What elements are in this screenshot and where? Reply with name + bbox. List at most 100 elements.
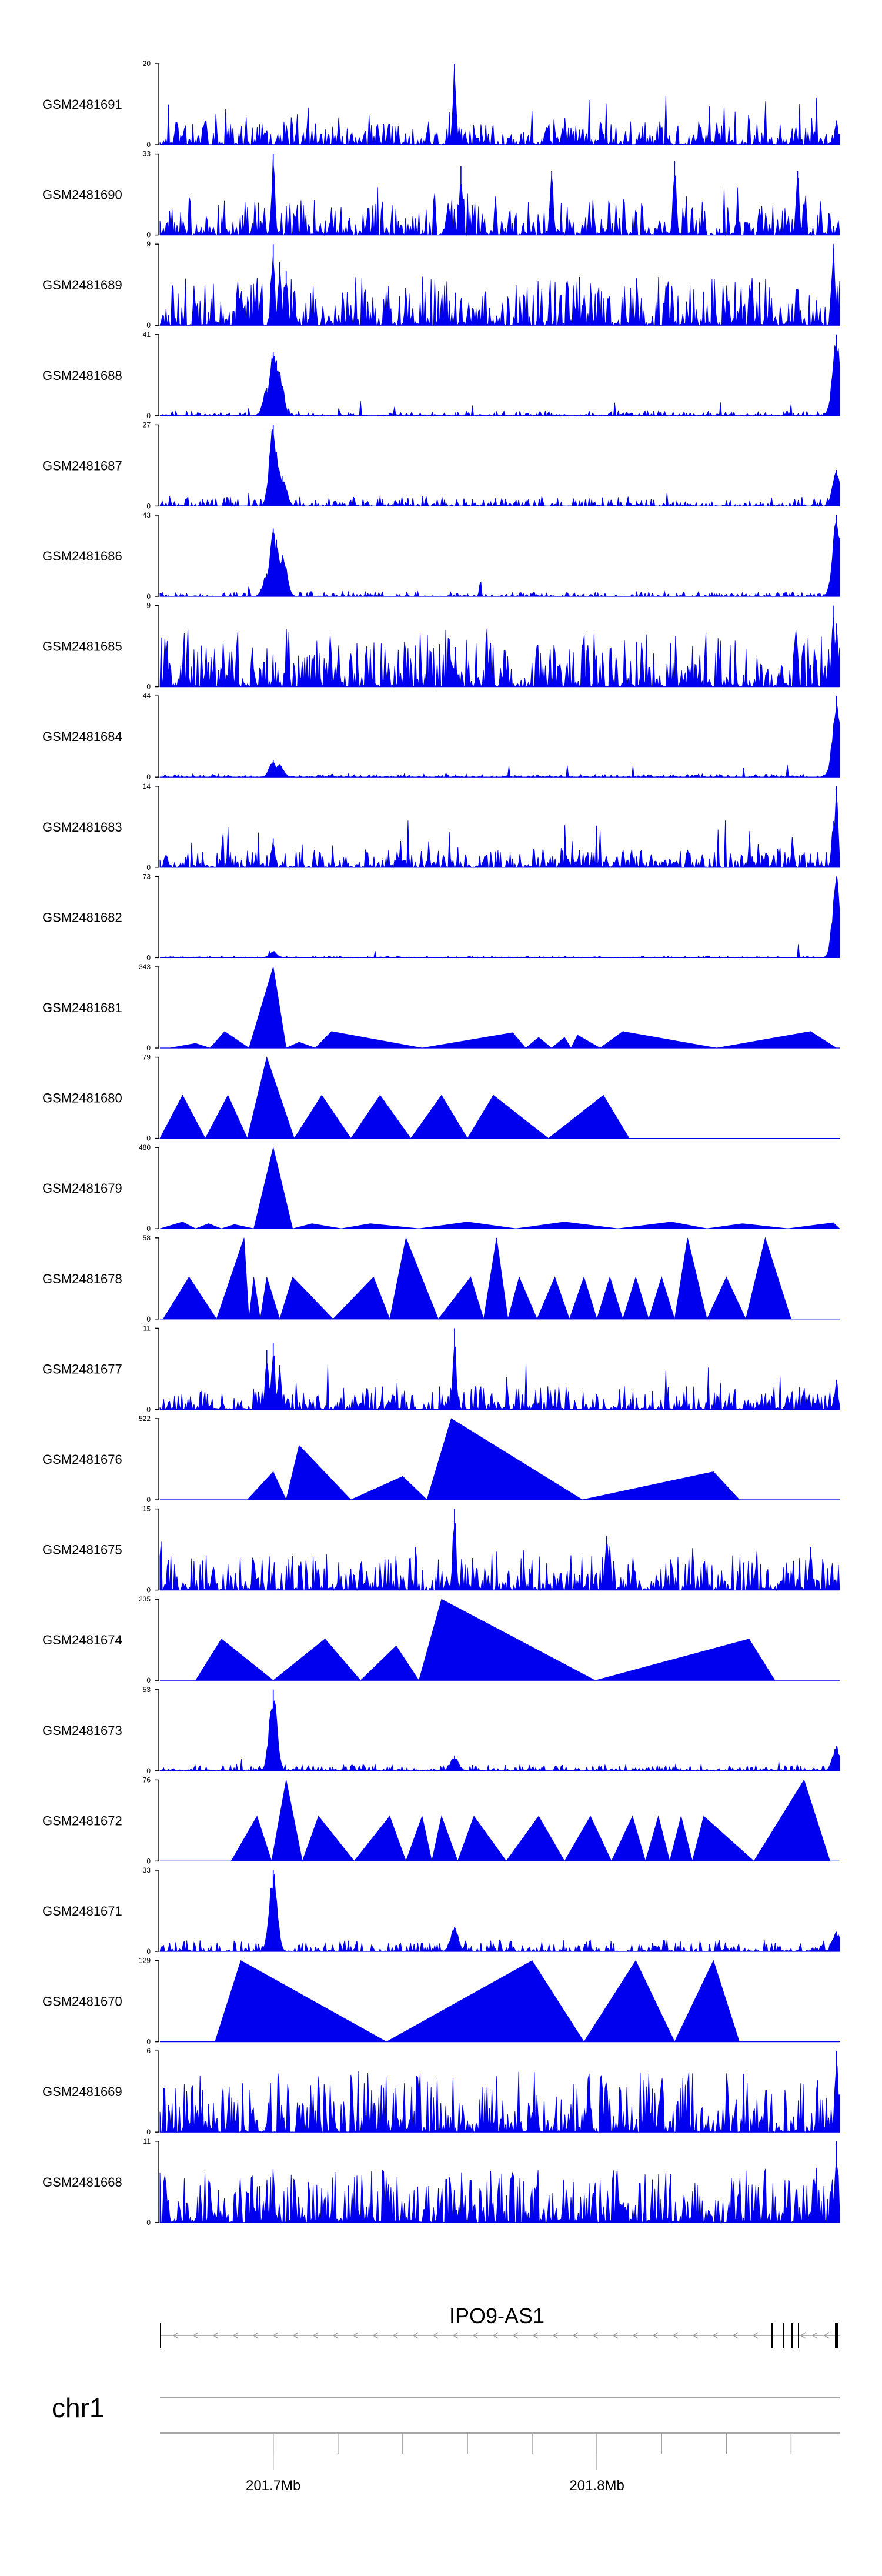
track-GSM2481687: GSM2481687 27 0 [42,421,840,510]
y-max-label: 522 [139,1414,151,1423]
y-max-label: 44 [143,692,151,700]
signal-area [160,878,840,959]
y-zero-label: 0 [146,1586,151,1594]
signal-area [195,1599,776,1681]
track-GSM2481680: GSM2481680 79 0 [42,1053,840,1143]
gene-exon [835,2323,838,2348]
y-max-label: 58 [143,1234,151,1242]
track-label: GSM2481691 [42,97,122,112]
y-max-label: 235 [139,1595,151,1603]
y-zero-label: 0 [146,953,151,962]
signal-area [159,1874,840,1953]
y-zero-label: 0 [146,1857,151,1865]
track-label: GSM2481670 [42,1994,122,2009]
track-label: GSM2481669 [42,2084,122,2099]
y-zero-label: 0 [146,863,151,872]
y-zero-label: 0 [146,1947,151,1956]
y-max-label: 27 [143,421,151,429]
signal-area [159,248,840,326]
track-GSM2481689: GSM2481689 9 0 [42,240,840,329]
track-label: GSM2481676 [42,1452,122,1467]
gene-exon [160,2323,161,2348]
y-max-label: 11 [143,1324,151,1332]
y-max-label: 14 [143,782,151,790]
y-max-label: 53 [143,1686,151,1694]
strand-arrow [652,2332,659,2339]
strand-arrow [172,2332,179,2339]
strand-arrow [632,2332,639,2339]
y-zero-label: 0 [146,1767,151,1775]
track-GSM2481688: GSM2481688 41 0 [42,331,840,420]
track-label: GSM2481680 [42,1091,122,1106]
strand-arrow [452,2332,459,2339]
y-zero-label: 0 [146,2128,151,2136]
strand-arrow [252,2332,259,2339]
y-max-label: 9 [146,240,151,248]
gene-model [160,2323,840,2348]
strand-arrow [332,2332,339,2339]
coordinate-tick-label: 201.7Mb [246,2478,300,2494]
track-label: GSM2481684 [42,729,122,744]
y-max-label: 11 [143,2137,151,2145]
y-max-label: 343 [139,963,151,971]
track-GSM2481681: GSM2481681 343 0 [42,963,840,1052]
y-max-label: 129 [139,1957,151,1965]
signal-area [159,1056,630,1139]
y-max-label: 79 [143,1053,151,1062]
signal-area [246,1418,740,1501]
chromosome-label: chr1 [52,2393,104,2423]
track-GSM2481685: GSM2481685 9 0 [42,602,840,691]
y-max-label: 43 [143,511,151,519]
strand-arrow [800,2332,806,2339]
track-GSM2481675: GSM2481675 15 0 [42,1505,840,1594]
signal-area [159,1700,840,1772]
signal-area [159,706,840,778]
y-zero-label: 0 [146,1676,151,1684]
track-label: GSM2481671 [42,1904,122,1918]
strand-arrow [372,2332,379,2339]
track-label: GSM2481672 [42,1813,122,1828]
gene-exon [798,2323,799,2348]
coordinate-ticks: 201.7Mb 201.8Mb [246,2433,792,2494]
track-GSM2481677: GSM2481677 11 0 [42,1324,840,1413]
strand-arrow [692,2332,699,2339]
signal-area [159,521,840,598]
strand-arrow [552,2332,559,2339]
gene-label: IPO9-AS1 [449,2304,544,2328]
track-GSM2481690: GSM2481690 33 0 [42,150,840,239]
y-zero-label: 0 [146,1044,151,1052]
track-GSM2481672: GSM2481672 76 0 [42,1776,840,1865]
signal-area [159,345,840,417]
strand-arrow [823,2332,830,2339]
strand-arrow [612,2332,619,2339]
track-label: GSM2481675 [42,1543,122,1557]
strand-arrow [512,2332,519,2339]
track-GSM2481691: GSM2481691 20 0 [42,59,840,149]
gene-exon [783,2323,784,2348]
signal-area [159,617,840,688]
track-GSM2481682: GSM2481682 73 0 [42,872,840,962]
strand-arrow [432,2332,439,2339]
y-zero-label: 0 [146,683,151,691]
y-zero-label: 0 [146,1224,151,1233]
y-zero-label: 0 [146,1315,151,1323]
y-max-label: 33 [143,1866,151,1874]
y-max-label: 480 [139,1143,151,1152]
strand-arrow [352,2332,359,2339]
strand-arrow [492,2332,499,2339]
signal-area [162,1237,791,1320]
y-max-label: 73 [143,872,151,880]
strand-arrow [712,2332,719,2339]
track-GSM2481676: GSM2481676 522 0 [42,1414,840,1504]
strand-arrow [732,2332,739,2339]
signal-area [159,2162,840,2224]
signal-area [159,68,840,146]
y-zero-label: 0 [146,502,151,510]
y-zero-label: 0 [146,2038,151,2046]
y-max-label: 9 [146,602,151,610]
y-max-label: 33 [143,150,151,158]
y-zero-label: 0 [146,592,151,600]
y-zero-label: 0 [146,1405,151,1413]
strand-arrow [572,2332,579,2339]
